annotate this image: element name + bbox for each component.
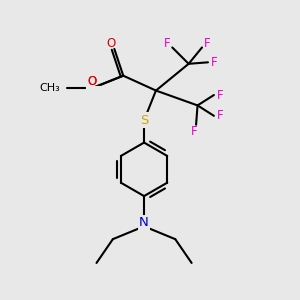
Text: S: S [140, 114, 148, 127]
Text: F: F [211, 56, 218, 69]
Text: F: F [217, 109, 224, 122]
Text: F: F [217, 88, 224, 101]
Text: CH₃: CH₃ [40, 82, 60, 93]
Text: N: N [139, 216, 149, 229]
Text: O: O [106, 37, 116, 50]
Text: O: O [87, 74, 97, 88]
Text: F: F [191, 125, 198, 138]
Text: O: O [87, 74, 97, 88]
Text: F: F [204, 38, 211, 50]
Text: F: F [164, 38, 170, 50]
